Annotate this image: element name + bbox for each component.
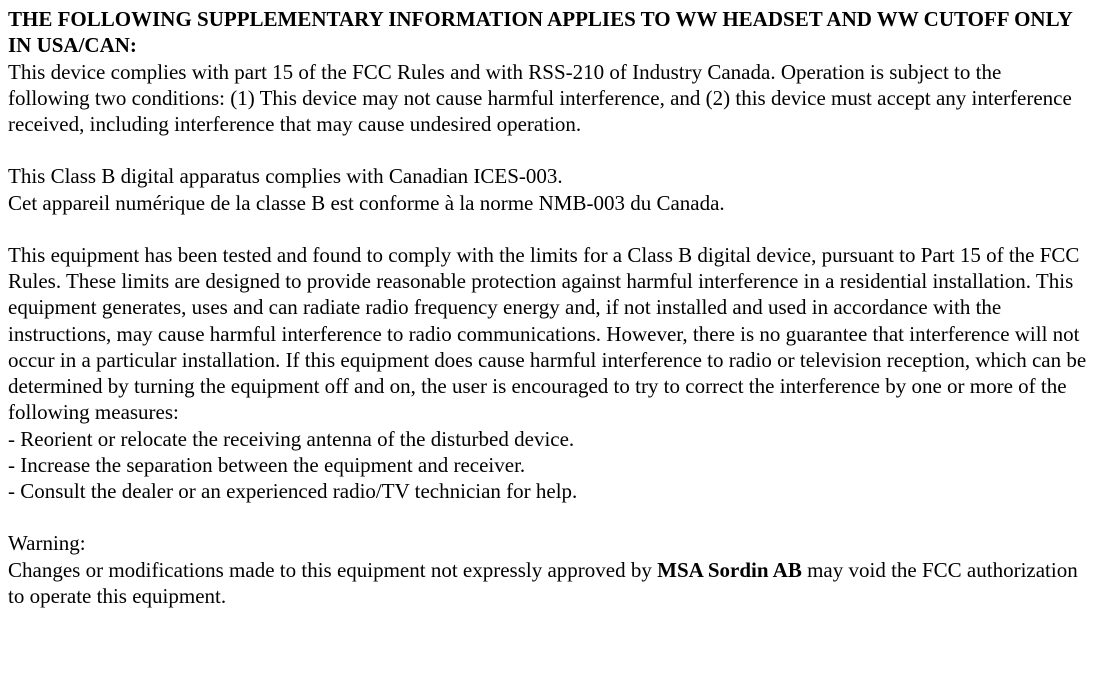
fcc-compliance-paragraph: This device complies with part 15 of the…	[8, 59, 1088, 138]
document-heading: THE FOLLOWING SUPPLEMENTARY INFORMATION …	[8, 7, 1072, 57]
warning-company: MSA Sordin AB	[657, 558, 802, 582]
measure-bullet-2: - Increase the separation between the eq…	[8, 452, 1088, 478]
warning-text: Changes or modifications made to this eq…	[8, 557, 1088, 610]
measure-bullet-3: - Consult the dealer or an experienced r…	[8, 478, 1088, 504]
ices-compliance-fr: Cet appareil numérique de la classe B es…	[8, 190, 1088, 216]
measure-bullet-1: - Reorient or relocate the receiving ant…	[8, 426, 1088, 452]
ices-compliance-en: This Class B digital apparatus complies …	[8, 163, 1088, 189]
warning-label: Warning:	[8, 530, 1088, 556]
class-b-paragraph: This equipment has been tested and found…	[8, 242, 1088, 426]
warning-pre: Changes or modifications made to this eq…	[8, 558, 657, 582]
